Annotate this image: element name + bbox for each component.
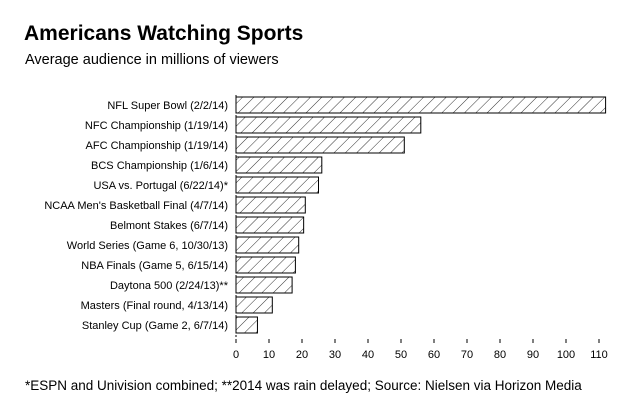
bars-group [235, 96, 607, 334]
category-label: Daytona 500 (2/24/13)** [110, 280, 229, 292]
chart-title: Americans Watching Sports [24, 22, 304, 45]
bar [235, 256, 296, 274]
x-tick-label: 20 [296, 349, 308, 361]
category-label: Masters (Final round, 4/13/14) [81, 300, 228, 312]
category-label: World Series (Game 6, 10/30/13) [67, 240, 228, 252]
x-tick-label: 100 [557, 349, 575, 361]
bar [235, 176, 319, 194]
x-tick-label: 70 [461, 349, 473, 361]
bar [235, 116, 422, 134]
footnote: *ESPN and Univision combined; **2014 was… [25, 378, 582, 393]
x-tick-label: 50 [395, 349, 407, 361]
x-tick-label: 40 [362, 349, 374, 361]
x-tick-label: 110 [590, 349, 608, 361]
category-label: USA vs. Portugal (6/22/14)* [93, 180, 228, 192]
category-label: NFL Super Bowl (2/2/14) [107, 100, 228, 112]
category-labels: NFL Super Bowl (2/2/14) NFC Championship … [44, 100, 228, 332]
bar [235, 156, 323, 174]
x-tick-label: 60 [428, 349, 440, 361]
bar [235, 296, 273, 314]
bar [235, 196, 306, 214]
category-label: Belmont Stakes (6/7/14) [110, 220, 228, 232]
bar [235, 316, 258, 334]
x-tick-label: 0 [233, 349, 239, 361]
category-label: NFC Championship (1/19/14) [85, 120, 228, 132]
x-tick-label: 10 [263, 349, 275, 361]
category-label: NCAA Men's Basketball Final (4/7/14) [44, 200, 228, 212]
category-label: BCS Championship (1/6/14) [91, 160, 228, 172]
chart-subtitle: Average audience in millions of viewers [25, 52, 279, 68]
category-label: NBA Finals (Game 5, 6/15/14) [81, 260, 228, 272]
bar [235, 96, 607, 114]
x-tick-label: 80 [494, 349, 506, 361]
bar [235, 216, 305, 234]
category-label: AFC Championship (1/19/14) [86, 140, 228, 152]
x-tick-label: 90 [527, 349, 539, 361]
x-tick-label: 30 [329, 349, 341, 361]
bar [235, 276, 293, 294]
x-axis: 0 10 20 30 40 50 60 70 80 90 100 110 [233, 95, 608, 361]
category-label: Stanley Cup (Game 2, 6/7/14) [82, 320, 228, 332]
bar [235, 236, 300, 254]
bar [235, 136, 405, 154]
